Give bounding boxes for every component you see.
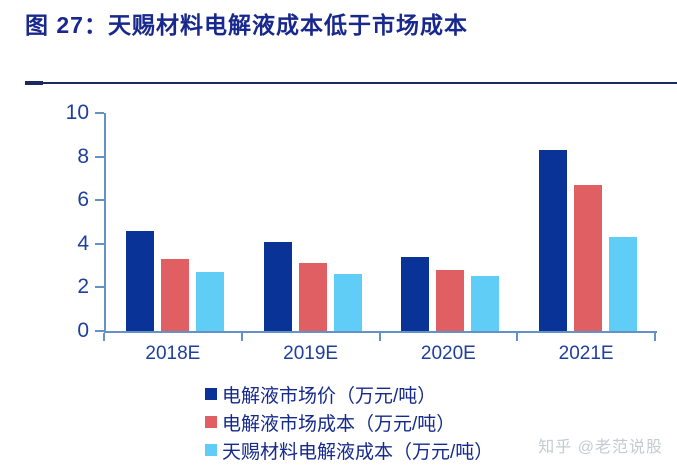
y-tick-0 xyxy=(95,330,104,332)
y-tick-label-4: 4 xyxy=(77,232,89,255)
y-tick-2 xyxy=(95,286,104,288)
y-tick-6 xyxy=(95,199,104,201)
bar-group-2019E xyxy=(244,113,382,331)
y-tick-4 xyxy=(95,243,104,245)
legend-marker-icon xyxy=(205,388,217,400)
title-divider xyxy=(25,81,677,85)
legend-label: 天赐材料电解液成本（万元/吨） xyxy=(222,441,494,463)
x-axis-label-2019E: 2019E xyxy=(283,343,339,364)
bar-group-2021E xyxy=(519,113,657,331)
legend-item-2: 电解液市场成本（万元/吨） xyxy=(205,408,493,436)
y-tick-10 xyxy=(95,112,104,114)
bar-series2-2021E xyxy=(574,185,603,331)
bar-series2-2019E xyxy=(298,263,327,331)
x-tick-2 xyxy=(379,333,381,341)
title-divider-accent xyxy=(25,81,43,85)
bar-series1-2018E xyxy=(125,231,154,331)
y-tick-label-8: 8 xyxy=(77,145,89,168)
bar-series1-2021E xyxy=(539,150,568,331)
x-tick-3 xyxy=(516,333,518,341)
bar-series1-2020E xyxy=(401,257,430,331)
x-axis-label-2018E: 2018E xyxy=(145,343,201,364)
bar-series2-2020E xyxy=(436,270,465,331)
y-tick-label-2: 2 xyxy=(77,275,89,298)
figure-title: 图 27：天赐材料电解液成本低于市场成本 xyxy=(25,12,468,38)
bar-group-2020E xyxy=(382,113,520,331)
y-tick-label-10: 10 xyxy=(65,101,89,124)
x-tick-4 xyxy=(654,333,656,341)
bar-series1-2019E xyxy=(263,242,292,331)
bar-series2-2018E xyxy=(160,259,189,331)
y-tick-label-6: 6 xyxy=(77,188,89,211)
chart-legend: 电解液市场价（万元/吨） 电解液市场成本（万元/吨） 天赐材料电解液成本（万元/吨） xyxy=(205,380,493,464)
x-axis-labels: 2018E 2019E 2020E 2021E xyxy=(104,341,655,367)
y-tick-label-0: 0 xyxy=(77,319,89,342)
legend-label: 电解液市场价（万元/吨） xyxy=(222,385,437,407)
legend-marker-icon xyxy=(205,416,217,428)
x-axis-label-2020E: 2020E xyxy=(420,343,476,364)
legend-label: 电解液市场成本（万元/吨） xyxy=(222,413,456,435)
bar-series3-2018E xyxy=(195,272,224,331)
x-tick-1 xyxy=(241,333,243,341)
plot-area xyxy=(104,113,657,333)
legend-item-1: 电解液市场价（万元/吨） xyxy=(205,380,493,408)
bar-series3-2019E xyxy=(333,274,362,331)
bar-group-2018E xyxy=(106,113,244,331)
y-tick-8 xyxy=(95,156,104,158)
bar-series3-2020E xyxy=(471,276,500,331)
x-tick-0 xyxy=(103,333,105,341)
legend-marker-icon xyxy=(205,444,217,456)
x-axis-label-2021E: 2021E xyxy=(558,343,614,364)
bar-series3-2021E xyxy=(609,237,638,331)
legend-item-3: 天赐材料电解液成本（万元/吨） xyxy=(205,436,493,464)
watermark: 知乎 @老范说股 xyxy=(538,439,663,456)
